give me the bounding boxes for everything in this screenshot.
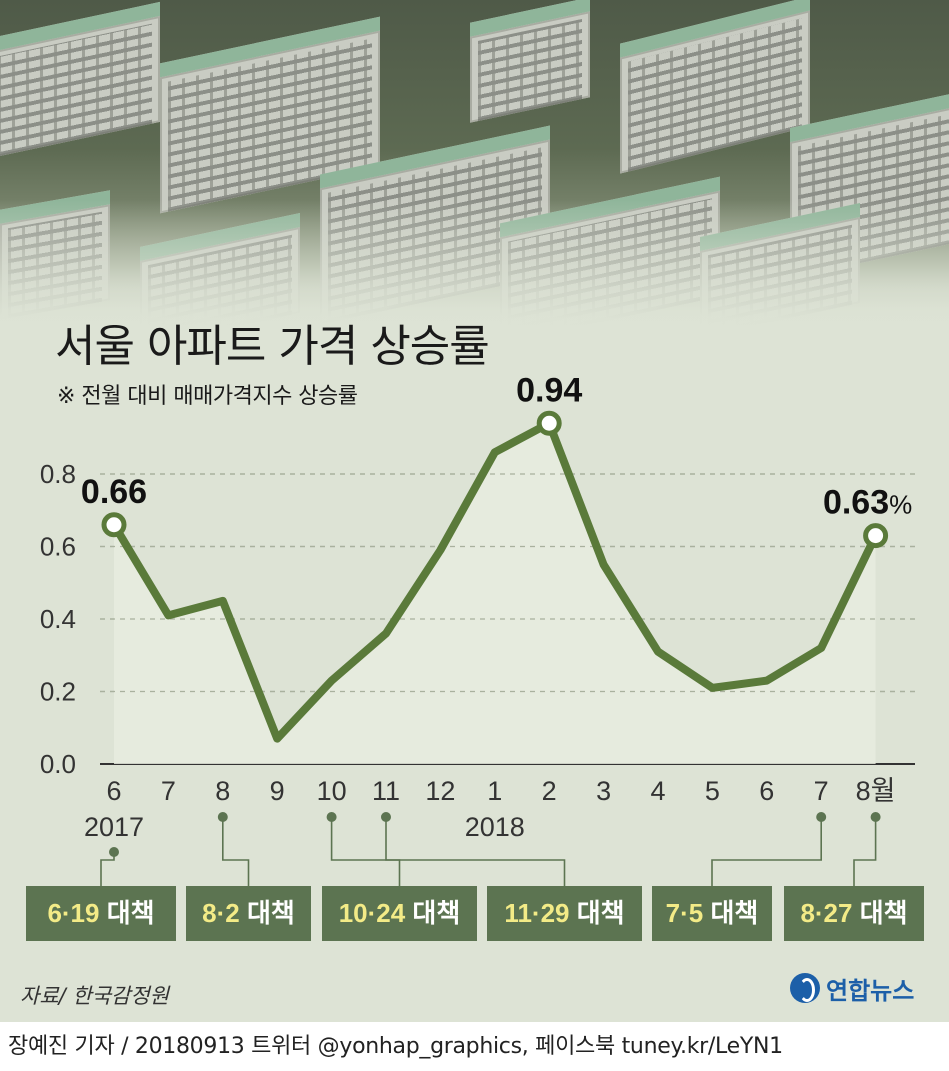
x-tick-label: 7 (161, 776, 176, 806)
x-tick-label: 3 (596, 776, 611, 806)
apartment-photo (0, 0, 949, 330)
x-tick-label: 5 (705, 776, 720, 806)
policy-connector (711, 817, 822, 886)
policy-suffix: 대책 (99, 898, 155, 928)
x-tick-label: 2 (542, 776, 557, 806)
highlight-marker (536, 410, 562, 436)
logo-text: 연합뉴스 (826, 977, 915, 1005)
data-point (492, 450, 497, 455)
policy-box: 8·27 대책 (784, 886, 924, 941)
policy-date: 8·2 (202, 898, 240, 928)
data-label: 0.94 (516, 371, 582, 409)
year-label: 2018 (465, 812, 525, 842)
policy-box: 11·29 대책 (487, 886, 642, 941)
policy-suffix: 대책 (405, 898, 461, 928)
policy-connector (222, 817, 250, 886)
credit-footer: 장예진 기자 / 20180913 트위터 @yonhap_graphics, … (0, 1022, 949, 1071)
data-point (710, 685, 715, 690)
x-tick-label: 6 (106, 776, 121, 806)
y-tick-label: 0.6 (40, 532, 76, 562)
policy-date: 11·29 (504, 898, 570, 928)
data-point (220, 598, 225, 603)
y-tick-label: 0.2 (40, 677, 76, 707)
data-point (819, 646, 824, 650)
y-tick-label: 0.4 (40, 604, 76, 634)
yonhap-logo-icon (790, 973, 820, 1003)
highlight-marker (101, 512, 127, 538)
data-point (329, 678, 334, 683)
source-note: 자료/ 한국감정원 (20, 984, 169, 1008)
policy-box: 8·2 대책 (186, 886, 311, 941)
x-tick-label: 1 (487, 776, 502, 806)
y-tick-label: 0.8 (40, 459, 76, 489)
x-tick-label: 4 (650, 776, 665, 806)
policy-suffix: 대책 (703, 898, 759, 928)
yonhap-logo: 연합뉴스 (790, 970, 914, 1006)
data-point (275, 736, 280, 741)
area-fill (114, 423, 876, 764)
policy-date: 8·27 (800, 898, 853, 928)
policy-box: 6·19 대책 (26, 886, 176, 941)
data-point (384, 631, 388, 636)
data-point (764, 678, 769, 683)
x-tick-label: 8월 (856, 776, 896, 806)
x-tick-label: 9 (270, 776, 285, 806)
chart-subtitle: ※ 전월 대비 매매가격지수 상승률 (57, 384, 358, 409)
policy-connector (853, 817, 877, 886)
policy-connector (330, 817, 401, 886)
data-label: 0.66 (81, 473, 147, 511)
x-tick-label: 6 (759, 776, 774, 806)
data-point (601, 562, 606, 567)
data-label: 0.63% (823, 484, 912, 522)
policy-connector (385, 817, 566, 886)
data-label-unit: % (889, 490, 912, 520)
policy-box: 10·24 대책 (322, 886, 477, 941)
x-tick-label: 11 (372, 776, 400, 806)
highlight-marker (863, 523, 889, 549)
policy-suffix: 대책 (569, 898, 625, 928)
data-point (438, 548, 443, 553)
policy-suffix: 대책 (852, 898, 908, 928)
x-tick-label: 7 (814, 776, 829, 806)
policy-date: 7·5 (665, 898, 704, 928)
x-tick-label: 12 (425, 776, 455, 806)
year-label: 2017 (84, 812, 144, 842)
policy-date: 10·24 (338, 898, 406, 928)
x-tick-label: 10 (317, 776, 347, 806)
policy-date: 6·19 (47, 898, 100, 928)
policy-connector (100, 852, 115, 886)
policy-box: 7·5 대책 (652, 886, 772, 941)
chart-title: 서울 아파트 가격 상승률 (55, 321, 490, 372)
data-point (166, 613, 171, 618)
y-tick-label: 0.0 (40, 749, 76, 779)
policy-suffix: 대책 (239, 898, 295, 928)
x-tick-label: 8 (215, 776, 230, 806)
data-point (656, 649, 660, 654)
